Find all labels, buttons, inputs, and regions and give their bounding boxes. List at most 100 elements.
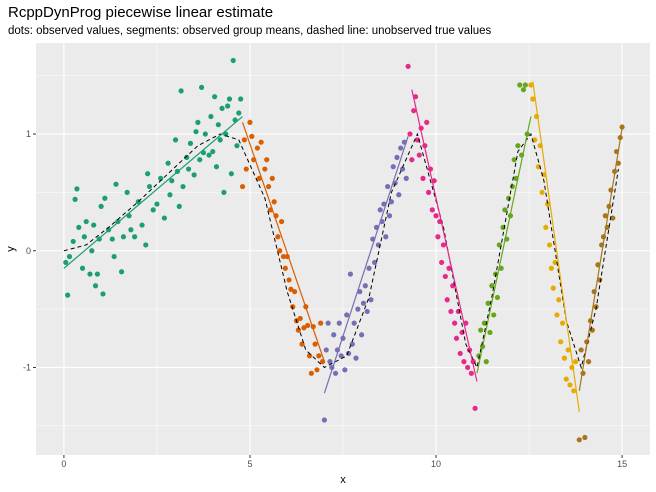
data-point xyxy=(290,304,296,310)
data-point xyxy=(394,154,400,160)
data-point xyxy=(433,213,439,219)
data-point xyxy=(414,137,421,143)
data-point xyxy=(239,183,246,190)
data-point xyxy=(314,367,320,373)
data-point xyxy=(487,329,493,336)
data-point xyxy=(306,353,313,359)
data-point xyxy=(295,327,301,333)
data-point xyxy=(277,248,283,254)
data-point xyxy=(446,265,452,271)
data-point xyxy=(323,347,329,353)
data-point xyxy=(195,119,201,125)
data-point xyxy=(327,359,333,365)
data-point xyxy=(572,359,579,365)
data-point xyxy=(452,320,458,326)
data-point xyxy=(180,183,186,190)
data-point xyxy=(478,327,484,333)
data-point xyxy=(424,119,430,125)
data-point xyxy=(362,283,368,289)
data-point xyxy=(111,253,117,260)
data-point xyxy=(258,139,264,145)
data-point xyxy=(292,289,298,295)
data-point xyxy=(515,143,521,149)
data-point xyxy=(576,437,582,443)
data-point xyxy=(610,215,616,221)
data-point xyxy=(425,189,432,195)
axis-ticks: 0 5 10 15 -1 0 1 xyxy=(23,129,627,469)
data-point xyxy=(567,382,573,388)
data-point xyxy=(558,339,564,345)
data-point xyxy=(505,195,512,201)
data-point xyxy=(221,189,227,195)
data-point xyxy=(87,271,93,277)
major-gridlines xyxy=(36,43,650,455)
data-point xyxy=(228,171,234,177)
data-point xyxy=(586,359,592,365)
data-point xyxy=(563,376,569,382)
data-point xyxy=(193,129,199,135)
chart-subtitle: dots: observed values, segments: observe… xyxy=(8,25,492,37)
data-point xyxy=(448,308,454,315)
data-point xyxy=(342,367,348,373)
data-point xyxy=(271,199,277,205)
group-segment-line xyxy=(578,128,623,391)
group-mean-segments xyxy=(63,81,623,412)
data-point xyxy=(444,297,450,303)
data-point xyxy=(372,259,378,266)
data-point xyxy=(522,82,528,88)
data-point xyxy=(465,364,471,371)
data-point xyxy=(185,166,192,172)
data-point xyxy=(353,355,359,361)
chart-title: RcppDynProg piecewise linear estimate xyxy=(8,4,274,21)
data-point xyxy=(390,164,396,170)
data-point xyxy=(197,157,203,163)
data-point xyxy=(230,57,236,64)
data-point xyxy=(385,183,391,190)
data-point xyxy=(66,253,73,260)
data-point xyxy=(411,108,417,114)
data-point xyxy=(511,157,517,163)
data-point xyxy=(377,207,383,213)
data-point xyxy=(109,236,115,242)
data-point xyxy=(226,96,233,102)
data-point xyxy=(403,175,409,181)
data-point xyxy=(297,315,303,322)
data-point xyxy=(305,322,311,329)
data-point xyxy=(249,133,255,139)
data-point xyxy=(256,175,262,181)
data-point xyxy=(223,131,229,137)
group-segment-line xyxy=(323,136,409,394)
data-point xyxy=(366,265,372,271)
data-point xyxy=(619,124,625,130)
data-point xyxy=(215,122,221,128)
data-points xyxy=(63,57,625,443)
data-point xyxy=(578,347,584,353)
data-point xyxy=(442,273,448,280)
data-point xyxy=(113,181,119,187)
data-point xyxy=(535,164,541,170)
data-point xyxy=(63,259,69,266)
data-point xyxy=(399,166,406,172)
data-point xyxy=(236,110,242,116)
data-point xyxy=(396,192,402,198)
data-point xyxy=(571,388,577,394)
data-point xyxy=(582,434,588,441)
data-point xyxy=(254,145,261,151)
data-point xyxy=(279,218,285,225)
data-point xyxy=(517,82,523,88)
data-point xyxy=(509,183,515,190)
x-axis-title: x xyxy=(340,474,346,486)
data-point xyxy=(405,63,411,69)
data-point xyxy=(120,234,127,240)
data-point xyxy=(198,84,205,90)
data-point xyxy=(81,234,87,240)
data-point xyxy=(208,113,214,120)
data-point xyxy=(332,370,339,376)
data-point xyxy=(161,215,167,221)
data-point xyxy=(76,224,82,231)
data-point xyxy=(325,320,331,326)
y-tick-label: 1 xyxy=(26,129,31,139)
data-point xyxy=(453,335,460,341)
data-point xyxy=(275,234,281,240)
group-segment-line xyxy=(532,81,580,412)
